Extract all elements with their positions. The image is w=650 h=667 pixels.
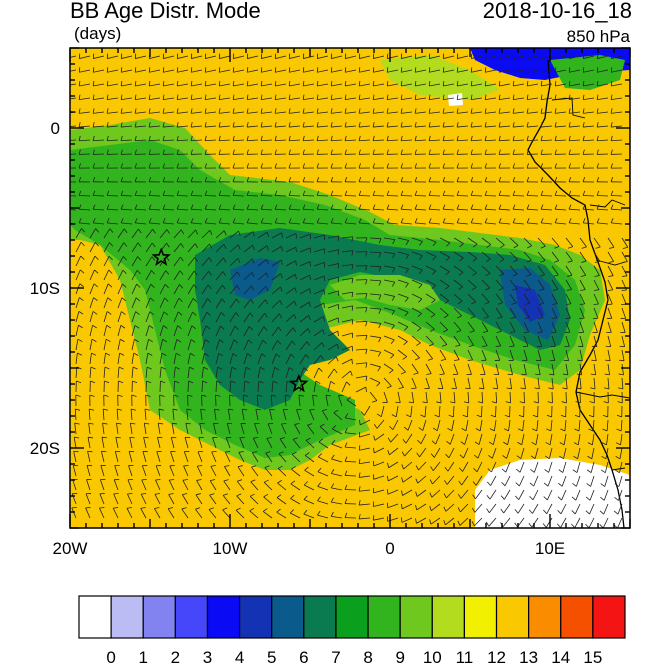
- colorbar-swatch: [367, 595, 401, 639]
- datetime-label: 2018-10-16_18: [482, 0, 632, 23]
- site-star-icon: [151, 247, 171, 266]
- units-label: (days): [74, 24, 122, 43]
- colorbar-swatch: [238, 595, 273, 639]
- coastline: [527, 59, 625, 528]
- colorbar-label: 12: [487, 648, 506, 667]
- x-tick-label: 10E: [535, 539, 565, 558]
- map-axes: [69, 47, 631, 529]
- colorbar-swatch: [399, 595, 433, 639]
- green-patch-north: [550, 55, 625, 90]
- country-borders: [551, 97, 630, 471]
- y-tick-label: 10S: [30, 279, 60, 298]
- colorbar-swatch: [271, 595, 305, 639]
- colorbar-swatch: [206, 595, 241, 639]
- y-tick-label: 20S: [30, 439, 60, 458]
- plot-title: BB Age Distr. Mode: [70, 0, 261, 23]
- white-speck: [448, 93, 463, 106]
- colorbar-label: 3: [203, 648, 212, 667]
- colorbar-label: 15: [583, 648, 602, 667]
- colorbar-label: 7: [331, 648, 340, 667]
- colorbar-label: 0: [106, 648, 115, 667]
- colorbar-label: 13: [519, 648, 538, 667]
- pressure-level-label: 850 hPa: [566, 27, 630, 46]
- colorbar-label: 8: [363, 648, 372, 667]
- colorbar-swatch: [78, 595, 112, 639]
- colorbar-label: 5: [267, 648, 276, 667]
- colorbar-label: 10: [423, 648, 442, 667]
- colorbar-label: 11: [456, 648, 474, 667]
- colorbar-label: 6: [299, 648, 308, 667]
- colorbar-swatch: [335, 595, 369, 639]
- plume-inlet: [330, 275, 440, 310]
- plume-green: [70, 140, 585, 458]
- colorbar: 0 1 2 3 4 5 6 7 8 9 10 11 12 13 14 15: [78, 595, 626, 667]
- colorbar-label: 9: [395, 648, 404, 667]
- colorbar-swatch: [528, 595, 562, 639]
- colorbar-swatch: [560, 595, 594, 639]
- colorbar-label: 1: [139, 648, 148, 667]
- colorbar-swatch: [303, 595, 337, 639]
- wind-barbs: [70, 53, 629, 528]
- colorbar-label: 14: [551, 648, 570, 667]
- site-markers: [151, 247, 309, 393]
- x-tick-label: 0: [385, 539, 394, 558]
- colorbar-swatch: [495, 595, 530, 639]
- site-star-icon: [289, 373, 309, 393]
- colorbar-swatch: [142, 595, 176, 639]
- x-tick-label: 20W: [53, 539, 88, 558]
- colorbar-swatch: [110, 595, 144, 639]
- y-tick-label: 0: [51, 119, 60, 138]
- colorbar-swatch: [431, 595, 466, 639]
- colorbar-label: 4: [235, 648, 244, 667]
- plume-light-green-north: [380, 55, 500, 100]
- colorbar-swatch: [463, 595, 498, 639]
- colorbar-label: 2: [171, 648, 180, 667]
- colorbar-swatch: [592, 595, 626, 639]
- x-tick-label: 10W: [213, 539, 248, 558]
- colorbar-swatch: [174, 595, 209, 639]
